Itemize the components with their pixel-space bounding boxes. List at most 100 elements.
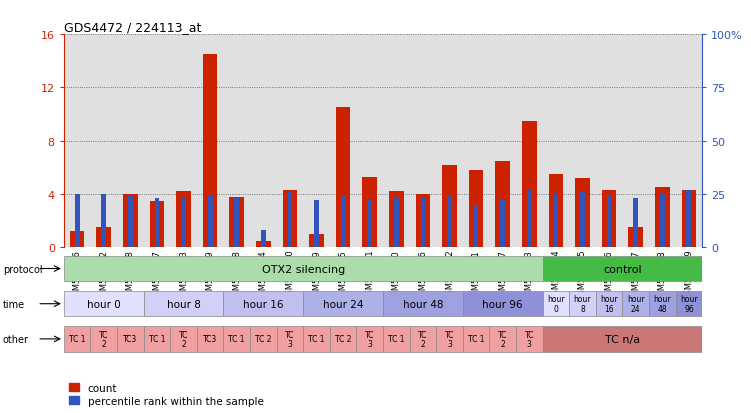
Bar	[496, 161, 510, 248]
Bar	[421, 199, 425, 248]
Bar	[543, 291, 569, 317]
Bar	[309, 235, 324, 248]
Text: hour 96: hour 96	[482, 299, 523, 309]
Bar	[197, 326, 224, 352]
Bar	[389, 192, 403, 248]
Text: hour
8: hour 8	[574, 294, 591, 313]
Bar	[64, 291, 143, 317]
Bar	[341, 197, 345, 248]
Text: hour 48: hour 48	[403, 299, 443, 309]
Bar	[229, 197, 244, 248]
Text: hour 8: hour 8	[167, 299, 201, 309]
Text: TC 1: TC 1	[228, 335, 245, 344]
Bar	[655, 188, 670, 248]
Bar	[394, 199, 399, 248]
Text: TC 2: TC 2	[255, 335, 272, 344]
Bar	[633, 199, 638, 248]
Bar	[336, 108, 351, 248]
Bar	[101, 195, 106, 248]
Bar	[463, 326, 490, 352]
Bar	[490, 326, 516, 352]
Text: TC
2: TC 2	[99, 330, 108, 349]
Bar	[436, 326, 463, 352]
Bar	[543, 326, 702, 352]
Bar	[96, 228, 111, 248]
Bar	[234, 199, 239, 248]
Text: TC
3: TC 3	[445, 330, 454, 349]
Legend: count, percentile rank within the sample: count, percentile rank within the sample	[69, 383, 264, 406]
Text: TC
3: TC 3	[525, 330, 534, 349]
Text: TC
2: TC 2	[179, 330, 189, 349]
Text: TC 1: TC 1	[468, 335, 484, 344]
Bar	[527, 190, 532, 248]
Bar	[64, 256, 542, 282]
Bar	[686, 190, 691, 248]
Bar	[442, 165, 457, 248]
Text: hour
16: hour 16	[600, 294, 618, 313]
Bar	[128, 197, 133, 248]
Bar	[363, 177, 377, 248]
Bar	[149, 201, 164, 248]
Bar	[569, 291, 596, 317]
Bar	[181, 199, 186, 248]
Bar	[143, 291, 224, 317]
Bar	[383, 326, 409, 352]
Text: TC
2: TC 2	[498, 330, 508, 349]
Text: control: control	[603, 264, 641, 274]
Text: hour 0: hour 0	[87, 299, 121, 309]
Bar	[90, 326, 117, 352]
Bar	[250, 326, 276, 352]
Bar	[580, 192, 585, 248]
Bar	[682, 191, 696, 248]
Bar	[629, 228, 643, 248]
Bar	[474, 205, 478, 248]
Text: TC3: TC3	[123, 335, 137, 344]
Bar	[447, 197, 452, 248]
Bar	[143, 326, 170, 352]
Bar	[256, 241, 270, 248]
Text: hour
0: hour 0	[547, 294, 565, 313]
Bar	[276, 326, 303, 352]
Bar	[203, 55, 218, 248]
Text: hour
96: hour 96	[680, 294, 698, 313]
Bar	[649, 291, 676, 317]
Bar	[367, 201, 372, 248]
Bar	[415, 195, 430, 248]
Bar	[623, 291, 649, 317]
Text: OTX2 silencing: OTX2 silencing	[261, 264, 345, 274]
Text: TC 1: TC 1	[69, 335, 86, 344]
Text: hour 16: hour 16	[243, 299, 284, 309]
Bar	[282, 191, 297, 248]
Bar	[409, 326, 436, 352]
Bar	[543, 256, 702, 282]
Bar	[288, 192, 292, 248]
Bar	[176, 192, 191, 248]
Bar	[303, 291, 383, 317]
Bar	[64, 326, 90, 352]
Text: TC3: TC3	[203, 335, 217, 344]
Bar	[596, 291, 623, 317]
Text: GDS4472 / 224113_at: GDS4472 / 224113_at	[64, 21, 201, 34]
Bar	[330, 326, 357, 352]
Text: TC n/a: TC n/a	[605, 334, 640, 344]
Bar	[70, 232, 84, 248]
Bar	[224, 326, 250, 352]
Text: TC 1: TC 1	[388, 335, 405, 344]
Text: other: other	[3, 334, 29, 344]
Text: protocol: protocol	[3, 264, 42, 274]
Text: hour
24: hour 24	[627, 294, 644, 313]
Bar	[357, 326, 383, 352]
Bar	[117, 326, 143, 352]
Bar	[303, 326, 330, 352]
Text: TC
2: TC 2	[418, 330, 427, 349]
Bar	[208, 197, 213, 248]
Text: hour
48: hour 48	[653, 294, 671, 313]
Bar	[224, 291, 303, 317]
Bar	[548, 175, 563, 248]
Bar	[75, 195, 80, 248]
Bar	[261, 231, 266, 248]
Bar	[602, 191, 617, 248]
Bar	[575, 179, 590, 248]
Bar	[522, 121, 537, 248]
Bar	[155, 199, 159, 248]
